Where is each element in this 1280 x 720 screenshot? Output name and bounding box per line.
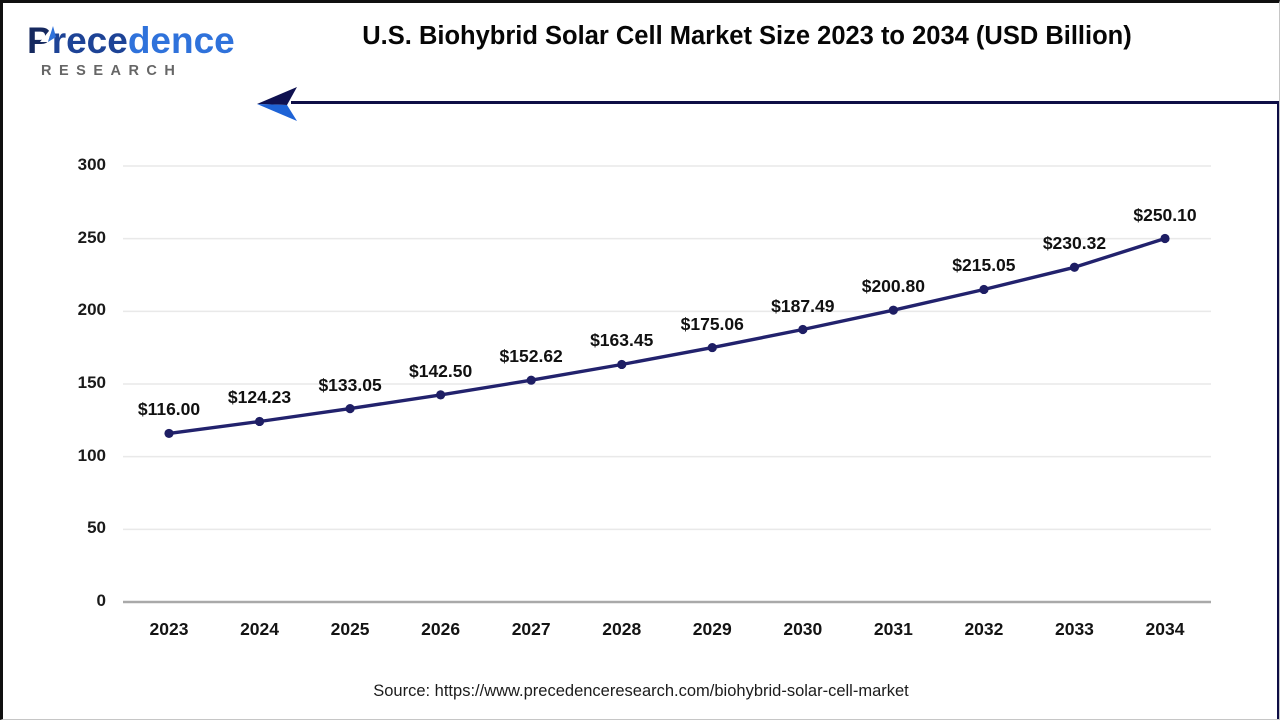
data-point-marker (979, 284, 989, 295)
data-point-label: $230.32 (1042, 233, 1107, 254)
y-tick-label: 150 (77, 373, 106, 392)
y-tick-label: 0 (96, 591, 106, 610)
logo-sail-icon (40, 26, 56, 42)
x-tick-label: 2023 (149, 619, 189, 639)
data-point-marker (526, 375, 536, 385)
logo-wordmark: Precedence (27, 21, 237, 61)
x-tick-label: 2027 (511, 619, 551, 639)
header-rule (291, 101, 1279, 104)
x-tick-label: 2028 (602, 619, 642, 639)
data-point-marker (1160, 233, 1170, 244)
data-point-marker (1069, 262, 1080, 272)
data-point-marker (617, 359, 627, 370)
x-tick-label: 2026 (421, 619, 461, 639)
data-point-marker (164, 428, 174, 439)
data-point-marker (888, 305, 898, 315)
data-point-label: $124.23 (227, 387, 292, 408)
logo-name-end: dence (127, 20, 235, 61)
x-tick-label: 2024 (240, 619, 279, 639)
data-line (167, 236, 1167, 436)
data-point-label: $200.80 (861, 276, 925, 297)
x-tick-label: 2032 (964, 619, 1004, 639)
data-point-label: $187.49 (771, 295, 835, 316)
data-point-label: $116.00 (137, 399, 201, 420)
data-point-label: $215.05 (952, 255, 1016, 276)
logo-subtitle: RESEARCH (41, 63, 183, 79)
chart-title: U.S. Biohybrid Solar Cell Market Size 20… (362, 22, 1132, 50)
y-tick-label: 200 (77, 300, 106, 320)
data-point-label: $163.45 (590, 330, 654, 351)
logo: Precedence RESEARCH (27, 21, 237, 80)
x-tick-label: 2031 (873, 619, 913, 639)
x-tick-label: 2030 (783, 619, 823, 639)
x-tick-label: 2034 (1145, 619, 1185, 639)
data-point-label: $250.10 (1133, 204, 1197, 225)
y-tick-label: 250 (77, 227, 106, 247)
source-text: Source: https://www.precedenceresearch.c… (373, 682, 909, 700)
y-tick-label: 50 (87, 518, 106, 538)
y-tick-label: 300 (77, 155, 106, 174)
logo-name-mid: rece (51, 20, 128, 61)
arrow-left-icon (257, 87, 297, 121)
data-point-label: $133.05 (318, 374, 382, 395)
line-chart (123, 165, 1211, 604)
x-tick-label: 2029 (692, 619, 732, 639)
data-point-marker (345, 404, 355, 414)
plot-area: 0 50 100 150 200 250 300 $116.00 2023 $124.23 2024… (3, 3, 1279, 719)
data-point-marker (254, 416, 265, 427)
data-point-label: $142.50 (408, 360, 473, 381)
data-point-marker (436, 390, 446, 400)
x-tick-label: 2033 (1054, 619, 1094, 639)
data-point-label: $175.06 (680, 313, 744, 334)
y-tick-label: 100 (77, 445, 106, 465)
data-point-marker (707, 342, 717, 353)
data-point-marker (798, 324, 808, 335)
data-point-label: $152.62 (499, 346, 563, 367)
x-tick-label: 2025 (330, 619, 370, 639)
right-rule (1277, 101, 1279, 719)
